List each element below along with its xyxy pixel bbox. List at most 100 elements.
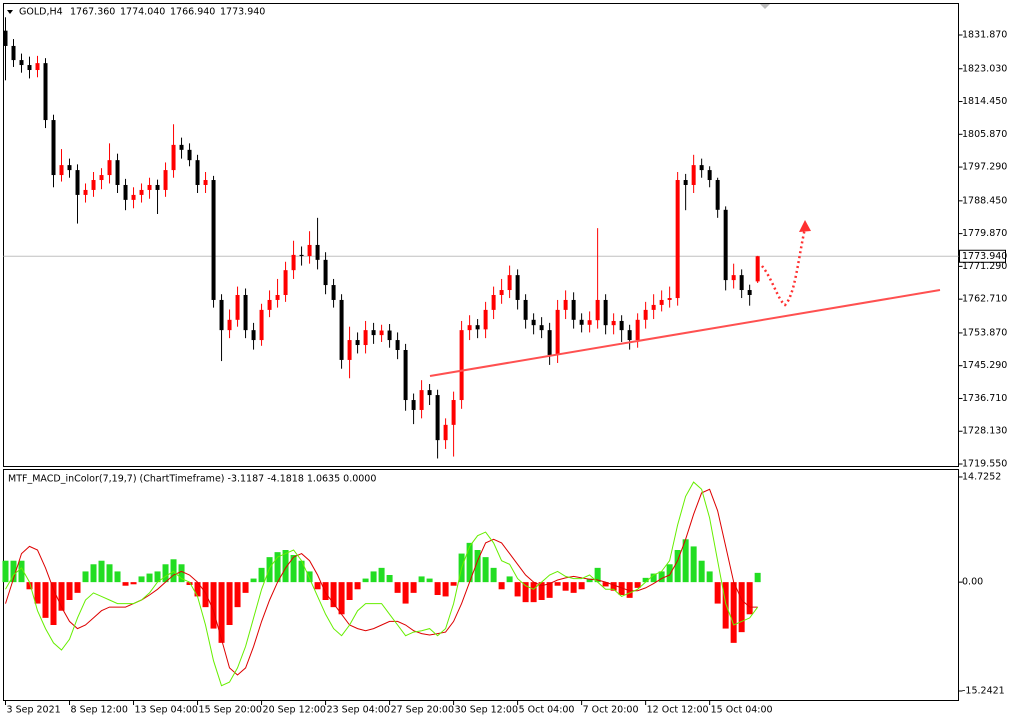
y-tick-label: -15.2421 — [962, 686, 1005, 697]
histogram-bar — [2, 560, 9, 583]
histogram-bar — [570, 582, 577, 593]
y-tick-label: 1736.710 — [962, 393, 1007, 404]
y-tick-label: 14.7252 — [962, 471, 1001, 482]
histogram-bar — [50, 582, 57, 625]
candle-body — [291, 254, 296, 271]
candle-body — [251, 330, 256, 341]
histogram-bar — [34, 582, 41, 604]
candle-body — [43, 63, 48, 121]
histogram-bar — [154, 571, 161, 583]
candle-body — [491, 294, 496, 310]
histogram-bar — [74, 582, 81, 593]
histogram-bar — [554, 582, 561, 586]
header-price: 1774.040 — [120, 7, 165, 18]
candle-body — [699, 165, 704, 171]
header-prices: 1767.360 1774.040 1766.940 1773.940 — [70, 7, 265, 18]
price-panel — [3, 3, 959, 467]
histogram-bar — [162, 564, 169, 583]
candle-body — [451, 400, 456, 425]
candle-body — [187, 149, 192, 161]
histogram-bar — [330, 582, 337, 608]
candle-body — [747, 290, 752, 295]
symbol-title: GOLD,H4 — [19, 7, 63, 18]
candle-body — [83, 189, 88, 195]
candle-body — [403, 349, 408, 401]
candle-body — [275, 294, 280, 300]
histogram-bar — [58, 582, 65, 611]
candle-body — [347, 340, 352, 360]
candle-body — [627, 330, 632, 341]
x-tick-label: 13 Sep 04:00 — [135, 705, 198, 716]
candle-body — [11, 45, 16, 61]
y-tick-label: 1762.710 — [962, 294, 1007, 305]
candle-body — [723, 209, 728, 281]
histogram-bar — [218, 582, 225, 643]
candle-body — [691, 165, 696, 185]
y-tick-label: 1797.290 — [962, 162, 1007, 173]
x-tick-label: 20 Sep 12:00 — [263, 705, 326, 716]
candle-body — [323, 259, 328, 286]
histogram-bar — [738, 582, 745, 633]
histogram-bar — [298, 560, 305, 583]
histogram-bar — [394, 582, 401, 593]
signal-line — [5, 488, 758, 676]
histogram-bar — [90, 564, 97, 583]
histogram-bar — [690, 546, 697, 583]
histogram-bar — [754, 572, 761, 583]
histogram-bar — [498, 582, 505, 590]
current-price-box — [959, 249, 1006, 263]
y-tick-label: 1788.450 — [962, 195, 1007, 206]
histogram-bar — [682, 539, 689, 583]
candle-body — [51, 120, 56, 176]
candle-body — [227, 319, 232, 331]
candle-body — [443, 424, 448, 441]
y-tick-label: 1823.030 — [962, 63, 1007, 74]
y-tick-label: 1728.130 — [962, 426, 1007, 437]
histogram-bar — [186, 582, 193, 585]
candle-body — [595, 299, 600, 321]
histogram-bar — [658, 571, 665, 583]
trend-line[interactable] — [429, 289, 941, 377]
forecast-arrowhead[interactable] — [799, 220, 811, 232]
shift-marker[interactable] — [760, 4, 770, 9]
menu-triangle[interactable] — [7, 10, 13, 14]
histogram-bar — [578, 582, 585, 590]
histogram-bar — [122, 582, 129, 586]
histogram-bar — [642, 577, 649, 583]
candle-body — [419, 390, 424, 410]
histogram-bar — [98, 560, 105, 583]
histogram-bar — [66, 582, 73, 600]
candle-body — [635, 319, 640, 341]
histogram-bar — [370, 571, 377, 583]
forecast-arrow[interactable] — [761, 227, 807, 307]
histogram-bar — [618, 582, 625, 595]
candle-body — [411, 400, 416, 410]
candle-body — [203, 180, 208, 185]
histogram-bar — [474, 550, 481, 583]
x-tick-label: 27 Sep 20:00 — [391, 705, 454, 716]
macd-line — [5, 481, 759, 687]
x-tick-label: 23 Sep 04:00 — [327, 705, 390, 716]
histogram-bar — [666, 564, 673, 583]
y-tick-label: 1814.450 — [962, 96, 1007, 107]
histogram-bar — [282, 550, 289, 583]
candle-body — [435, 395, 440, 441]
plot: 1831.870 1823.030 1814.450 1805.870 1797.290… — [2, 17, 1007, 716]
candle-body — [683, 180, 688, 185]
candle-body — [75, 170, 80, 195]
histogram-bar — [210, 582, 217, 629]
histogram-bar — [202, 582, 209, 608]
histogram-bar — [170, 559, 177, 583]
histogram-bar — [378, 567, 385, 583]
candle-body — [267, 299, 272, 310]
histogram-bar — [42, 582, 49, 618]
candle-body — [115, 160, 120, 185]
histogram-bar — [354, 582, 361, 590]
candle-body — [3, 30, 8, 46]
histogram-bar — [402, 582, 409, 604]
candle-body — [243, 294, 248, 331]
histogram-bar — [314, 582, 321, 590]
histogram-bar — [602, 582, 609, 587]
candle-body — [507, 275, 512, 291]
